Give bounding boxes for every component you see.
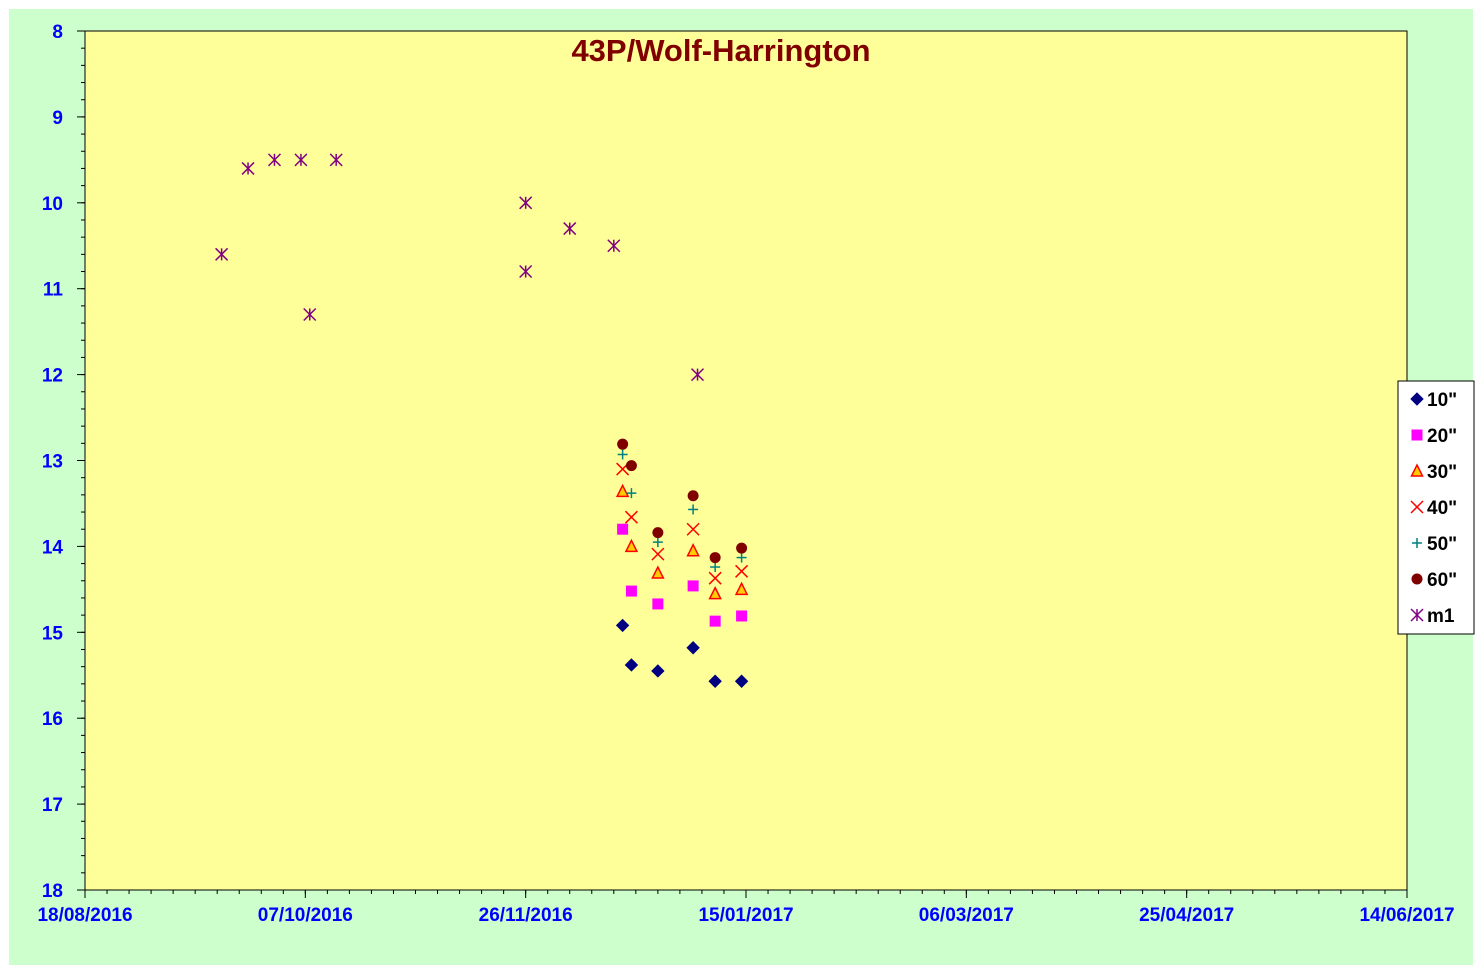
legend-label: 10" [1427,390,1457,411]
data-point [708,585,722,600]
data-marks [215,153,749,688]
y-tick-label: 15 [42,623,64,644]
data-point [624,538,639,553]
data-point [709,552,721,564]
data-point [652,537,663,548]
data-point [519,264,533,279]
data-point [708,571,722,585]
data-point [686,522,700,536]
legend-label: 60" [1427,570,1457,591]
data-point [688,504,699,515]
data-point [625,585,637,597]
data-point [626,488,637,499]
x-tick-label: 26/11/2016 [479,905,573,926]
x-tick-label: 06/03/2017 [919,905,1014,926]
y-tick-label: 16 [42,709,63,730]
y-tick-label: 9 [52,108,63,129]
data-point [734,581,749,596]
data-point [651,547,665,561]
data-point [267,153,282,167]
legend-marker [1410,463,1424,477]
legend-label: 50" [1427,534,1457,555]
data-point [686,641,700,655]
data-point [519,196,533,210]
legend-box [1397,380,1475,635]
data-point [624,658,639,672]
y-tick-label: 18 [42,881,63,902]
data-point [617,449,628,460]
data-point [651,565,665,579]
y-tick-label: 12 [42,366,63,387]
series-50 [617,449,747,573]
legend: 10" 20" 30" 40" 50" 60" m1 [1397,380,1475,635]
data-point [686,543,700,557]
data-point [687,580,699,592]
data-point [690,368,705,382]
series-60 [617,438,748,564]
axes: 8 9 10 11 12 13 14 15 16 17 18 18/08/2016 07/10/2016… [37,22,1454,926]
data-point [329,153,343,167]
x-tick-label: 07/10/2016 [258,905,353,926]
data-point [563,222,577,236]
data-point [215,247,229,261]
x-tick-label: 25/04/2017 [1139,905,1234,926]
legend-marker [1412,538,1422,548]
data-point [687,490,699,502]
data-point [651,664,665,678]
y-tick-label: 11 [43,280,64,301]
data-point [617,438,629,450]
legend-marker [1411,573,1423,585]
y-tick-label: 10 [42,194,63,215]
data-point [735,564,749,578]
data-point [710,562,721,573]
data-point [736,610,748,622]
series-20 [617,523,748,627]
legend-marker [1410,500,1424,514]
data-point [709,615,721,627]
data-point [303,307,317,322]
x-tick-label: 14/06/2017 [1359,905,1454,926]
plot-area [84,30,1408,891]
data-point [294,153,308,167]
series-40 [616,462,749,585]
data-point [607,239,621,253]
series-m1 [215,153,705,382]
data-point [625,460,637,472]
data-point [615,483,630,498]
x-tick-label: 18/08/2016 [37,905,132,926]
legend-label: 30" [1427,462,1457,483]
data-point [736,542,748,554]
legend-label: 40" [1427,498,1457,519]
chart-title: 43P/Wolf-Harrington [571,33,870,68]
data-point [615,618,630,633]
legend-marker [1410,392,1424,406]
y-tick-label: 13 [42,452,63,473]
data-point [652,527,664,539]
x-tick-label: 15/01/2017 [698,905,793,926]
data-point [652,598,664,610]
data-point [734,674,749,688]
data-point [241,161,255,175]
data-point [708,674,722,688]
y-tick-label: 8 [52,22,63,43]
legend-marker [1411,429,1423,441]
data-point [736,552,747,563]
data-point [617,523,629,535]
y-tick-label: 17 [42,795,63,816]
series-30 [615,483,749,600]
legend-label: 20" [1427,426,1457,447]
y-tick-label: 14 [42,537,64,558]
series-10 [615,618,749,688]
data-point [624,510,638,524]
legend-label: m1 [1427,606,1455,627]
legend-marker [1410,608,1424,622]
